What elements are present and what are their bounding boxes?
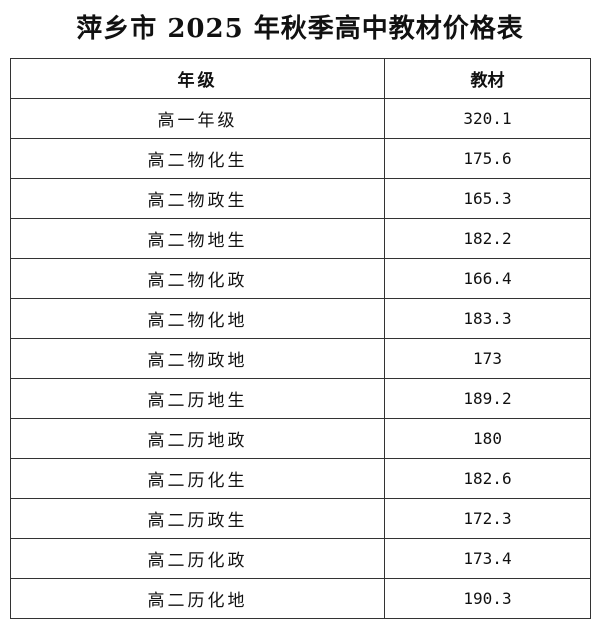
grade-cell: 高二物政生 bbox=[10, 178, 385, 219]
grade-cell: 高二历化地 bbox=[10, 578, 385, 619]
table-row: 高二历地政 180 bbox=[10, 418, 591, 459]
page-title: 萍乡市 2025 年秋季高中教材价格表 bbox=[76, 14, 524, 44]
table-row: 高二物化生 175.6 bbox=[10, 138, 591, 179]
table-row: 高二物政地 173 bbox=[10, 338, 591, 379]
price-cell: 190.3 bbox=[384, 578, 591, 619]
grade-cell: 高二物化生 bbox=[10, 138, 385, 179]
price-cell: 320.1 bbox=[384, 98, 591, 139]
grade-cell: 高一年级 bbox=[10, 98, 385, 139]
table-row: 高二物化政 166.4 bbox=[10, 258, 591, 299]
price-cell: 180 bbox=[384, 418, 591, 459]
grade-cell: 高二历化政 bbox=[10, 538, 385, 579]
table-row: 高二物地生 182.2 bbox=[10, 218, 591, 259]
price-cell: 183.3 bbox=[384, 298, 591, 339]
price-cell: 165.3 bbox=[384, 178, 591, 219]
table-row: 高二历化政 173.4 bbox=[10, 538, 591, 579]
price-cell: 173.4 bbox=[384, 538, 591, 579]
header-textbook: 教材 bbox=[384, 58, 591, 99]
price-cell: 175.6 bbox=[384, 138, 591, 179]
grade-cell: 高二物化政 bbox=[10, 258, 385, 299]
table-row: 高二历政生 172.3 bbox=[10, 498, 591, 539]
grade-cell: 高二物地生 bbox=[10, 218, 385, 259]
table-row: 高二物化地 183.3 bbox=[10, 298, 591, 339]
price-cell: 166.4 bbox=[384, 258, 591, 299]
table-row: 高二历化生 182.6 bbox=[10, 458, 591, 499]
price-cell: 189.2 bbox=[384, 378, 591, 419]
table-row: 高二历化地 190.3 bbox=[10, 578, 591, 619]
grade-cell: 高二历化生 bbox=[10, 458, 385, 499]
price-cell: 182.2 bbox=[384, 218, 591, 259]
grade-cell: 高二物政地 bbox=[10, 338, 385, 379]
table-row: 高二历地生 189.2 bbox=[10, 378, 591, 419]
table-header-row: 年级 教材 bbox=[10, 58, 591, 99]
price-cell: 182.6 bbox=[384, 458, 591, 499]
grade-cell: 高二历地政 bbox=[10, 418, 385, 459]
table-row: 高一年级 320.1 bbox=[10, 98, 591, 139]
table-row: 高二物政生 165.3 bbox=[10, 178, 591, 219]
price-table: 年级 教材 高一年级 320.1 高二物化生 175.6 高二物政生 165.3 高二物地生… bbox=[10, 58, 591, 619]
grade-cell: 高二历政生 bbox=[10, 498, 385, 539]
grade-cell: 高二历地生 bbox=[10, 378, 385, 419]
header-grade: 年级 bbox=[10, 58, 385, 99]
price-cell: 173 bbox=[384, 338, 591, 379]
price-cell: 172.3 bbox=[384, 498, 591, 539]
grade-cell: 高二物化地 bbox=[10, 298, 385, 339]
